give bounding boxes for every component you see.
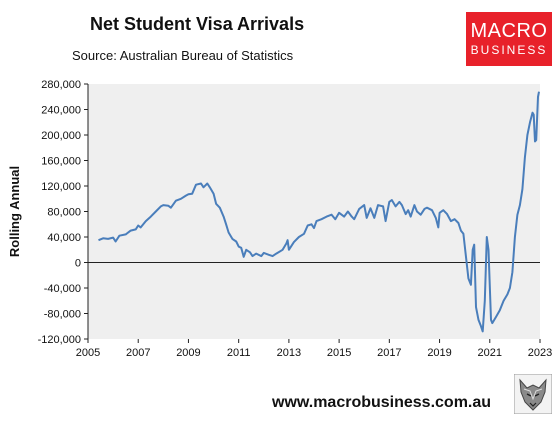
logo-line-1: MACRO — [470, 20, 548, 42]
x-tick-label: 2023 — [528, 347, 552, 359]
x-tick-label: 2007 — [126, 347, 150, 359]
x-tick-label: 2021 — [478, 347, 502, 359]
y-axis-label: Rolling Annual — [7, 166, 22, 257]
y-tick-label: 80,000 — [47, 207, 81, 219]
y-tick-label: 40,000 — [47, 232, 81, 244]
x-tick-label: 2009 — [176, 347, 200, 359]
y-tick-label: -80,000 — [44, 309, 81, 321]
series-line-0 — [98, 91, 540, 333]
x-tick-label: 2005 — [76, 347, 100, 359]
y-tick-label: 160,000 — [41, 156, 81, 168]
x-tick-label: 2011 — [227, 347, 251, 359]
y-tick-label: -120,000 — [38, 334, 81, 346]
wolf-icon — [514, 374, 552, 414]
y-tick-label: 120,000 — [41, 181, 81, 193]
plot-area — [88, 84, 540, 339]
y-tick-label: 200,000 — [41, 130, 81, 142]
chart-title: Net Student Visa Arrivals — [90, 14, 305, 34]
x-tick-label: 2015 — [327, 347, 351, 359]
y-tick-label: 280,000 — [41, 79, 81, 91]
y-tick-label: 0 — [75, 258, 81, 270]
x-tick-label: 2013 — [277, 347, 301, 359]
chart-source: Source: Australian Bureau of Statistics — [72, 48, 294, 63]
x-tick-label: 2019 — [427, 347, 451, 359]
macrobusiness-logo: MACRO BUSINESS — [466, 12, 552, 66]
x-tick-label: 2017 — [377, 347, 401, 359]
website-url: www.macrobusiness.com.au — [272, 394, 492, 411]
y-tick-label: 240,000 — [41, 105, 81, 117]
logo-line-2: BUSINESS — [470, 43, 548, 57]
y-tick-label: -40,000 — [44, 283, 81, 295]
